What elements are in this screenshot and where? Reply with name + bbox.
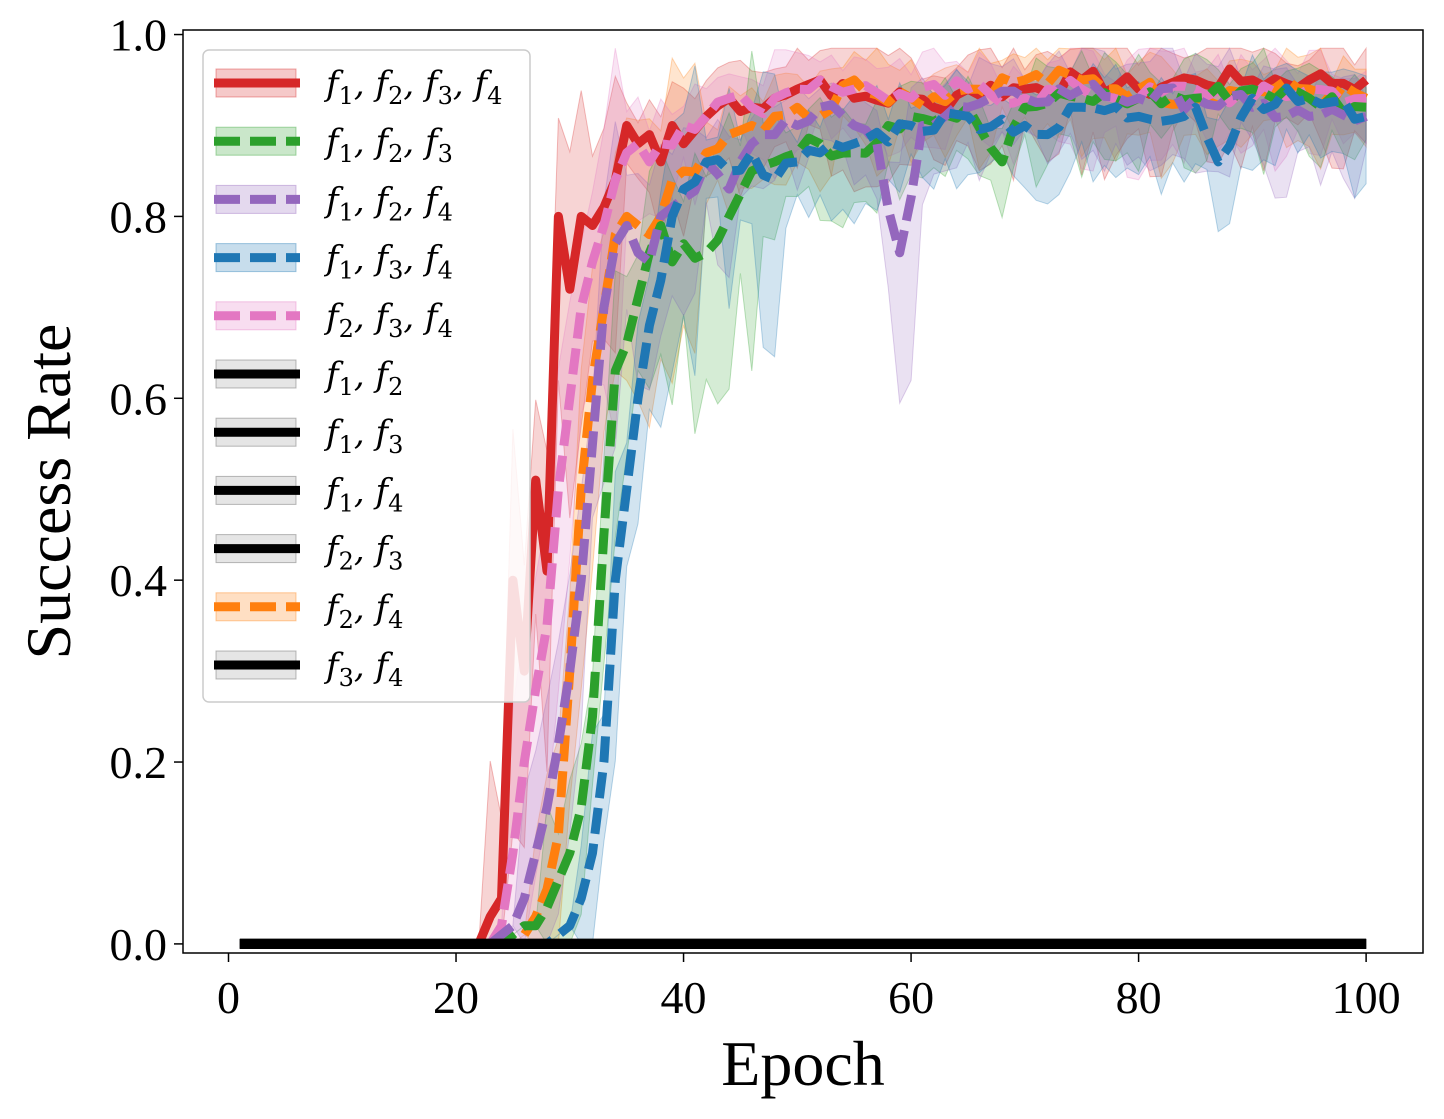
legend-entry: f2, f3 xyxy=(214,530,403,576)
legend-label: f1, f4 xyxy=(323,471,403,517)
x-tick-label: 80 xyxy=(1116,972,1162,1023)
x-tick-label: 100 xyxy=(1332,972,1401,1023)
band-f1-f2-f3 xyxy=(239,47,1367,945)
legend-entry: f2, f3, f4 xyxy=(214,297,453,343)
y-tick-label: 0.0 xyxy=(110,919,168,970)
y-tick-label: 0.8 xyxy=(110,191,168,242)
legend-box xyxy=(202,49,531,703)
legend-entry: f1, f2, f4 xyxy=(214,180,453,226)
x-tick-label: 60 xyxy=(888,972,934,1023)
legend-entry: f1, f2, f3 xyxy=(214,122,453,168)
y-tick-label: 0.2 xyxy=(110,737,168,788)
x-tick-label: 20 xyxy=(433,972,479,1023)
band-f1-f3-f4 xyxy=(239,53,1367,945)
x-axis-ticks: 0 20 40 60 80 100 xyxy=(217,953,1401,1023)
y-axis-ticks: 0.0 0.2 0.4 0.6 0.8 1.0 xyxy=(110,10,183,970)
x-tick-label: 40 xyxy=(661,972,707,1023)
plot-frame xyxy=(182,29,1424,954)
y-axis-title: Success Rate xyxy=(13,324,84,660)
band-f1-f2-f4 xyxy=(239,47,1367,945)
y-tick-label: 0.4 xyxy=(110,555,168,606)
y-tick-label: 1.0 xyxy=(110,10,168,61)
x-tick-label: 0 xyxy=(217,972,240,1023)
series-lines xyxy=(239,64,1369,949)
legend-entry: f1, f3 xyxy=(214,413,403,459)
y-tick-label: 0.6 xyxy=(110,373,168,424)
legend-label: f1, f3 xyxy=(323,413,403,459)
legend-label: f2, f3 xyxy=(323,530,403,576)
x-axis-title: Epoch xyxy=(721,1028,885,1099)
legend-label: f1, f2, f3 xyxy=(323,122,453,168)
legend-label: f2, f3, f4 xyxy=(323,297,453,343)
legend-entry: f1, f4 xyxy=(214,471,403,517)
